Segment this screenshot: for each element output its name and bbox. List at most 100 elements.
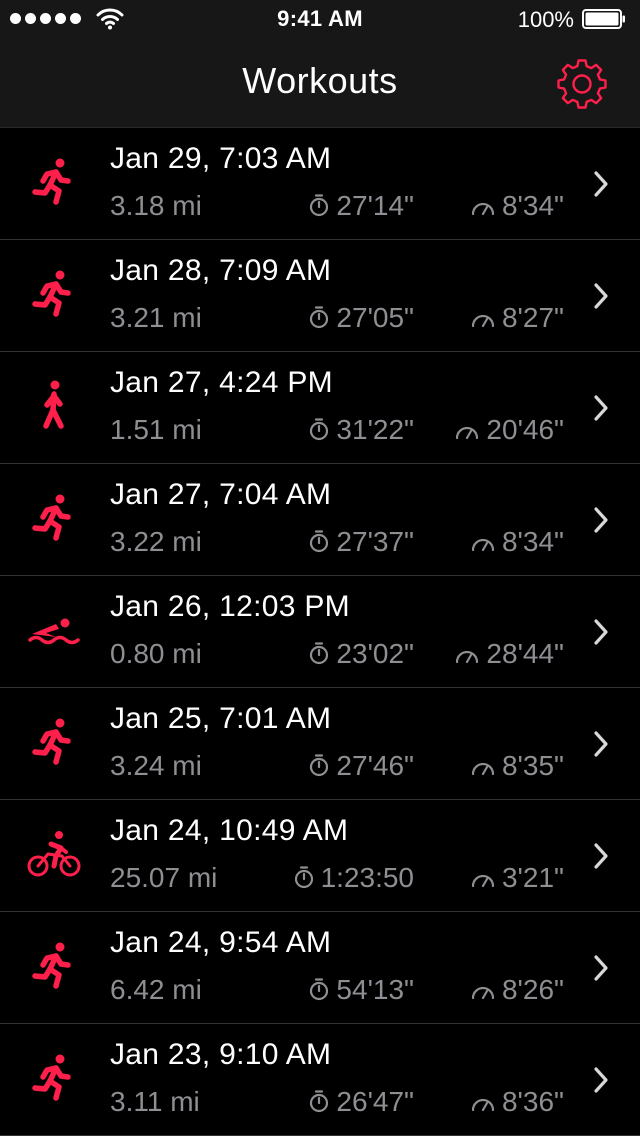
workout-date: Jan 25, 7:01 AM: [110, 702, 332, 735]
workout-pace: 8'26": [420, 974, 564, 1006]
chevron-right-icon: [594, 619, 608, 645]
workout-duration: 54'13": [268, 974, 414, 1006]
speedometer-icon: [471, 986, 495, 1000]
workout-pace: 20'46": [420, 414, 564, 446]
pace-value: 20'46": [486, 414, 564, 445]
duration-value: 1:23:50: [320, 862, 414, 893]
stopwatch-icon: [294, 866, 313, 889]
speedometer-icon: [471, 314, 495, 328]
running-icon: [32, 718, 71, 765]
signal-strength-icon: [10, 13, 81, 24]
pace-value: 8'35": [501, 750, 564, 781]
duration-value: 27'46": [336, 750, 414, 781]
running-icon: [32, 158, 71, 205]
chevron-right-icon: [594, 395, 608, 421]
chevron-right-icon: [594, 955, 608, 981]
chevron-right-icon: [594, 507, 608, 533]
battery-percentage: 100%: [517, 7, 574, 32]
workout-date: Jan 24, 9:54 AM: [110, 926, 332, 959]
stopwatch-icon: [310, 978, 329, 1001]
workout-row[interactable]: Jan 27, 7:04 AM 3.22 mi 27'37" 8'34": [0, 464, 640, 576]
chevron-right-icon: [594, 283, 608, 309]
workout-duration: 27'46": [268, 750, 414, 782]
workout-distance: 25.07 mi: [110, 862, 218, 893]
workout-row[interactable]: Jan 25, 7:01 AM 3.24 mi 27'46" 8'35": [0, 688, 640, 800]
workout-distance: 1.51 mi: [110, 414, 202, 445]
duration-value: 27'05": [336, 302, 414, 333]
workout-date: Jan 27, 7:04 AM: [110, 478, 332, 511]
chevron-right-icon: [594, 731, 608, 757]
stopwatch-icon: [310, 1090, 329, 1113]
speedometer-icon: [471, 1098, 495, 1112]
workout-distance: 3.22 mi: [110, 526, 202, 557]
chevron-right-icon: [594, 843, 608, 869]
speedometer-icon: [471, 202, 495, 216]
pace-value: 28'44": [486, 638, 564, 669]
running-icon: [32, 942, 71, 989]
wifi-icon: [96, 8, 124, 30]
workout-date: Jan 27, 4:24 PM: [110, 366, 333, 399]
workout-row[interactable]: Jan 23, 9:10 AM 3.11 mi 26'47" 8'36": [0, 1024, 640, 1136]
workout-distance: 3.18 mi: [110, 190, 202, 221]
workout-duration: 23'02": [268, 638, 414, 670]
stopwatch-icon: [310, 306, 329, 329]
workout-distance: 3.21 mi: [110, 302, 202, 333]
speedometer-icon: [471, 762, 495, 776]
workout-date: Jan 26, 12:03 PM: [110, 590, 350, 623]
status-time: 9:41 AM: [277, 6, 363, 31]
swimming-icon: [28, 618, 80, 645]
stopwatch-icon: [310, 418, 329, 441]
duration-value: 27'14": [336, 190, 414, 221]
workout-distance: 0.80 mi: [110, 638, 202, 669]
duration-value: 31'22": [336, 414, 414, 445]
pace-value: 3'21": [501, 862, 564, 893]
workout-list: Jan 29, 7:03 AM 3.18 mi 27'14" 8'34" Jan…: [0, 128, 640, 1136]
duration-value: 54'13": [336, 974, 414, 1005]
workout-distance: 3.24 mi: [110, 750, 202, 781]
workout-row[interactable]: Jan 28, 7:09 AM 3.21 mi 27'05" 8'27": [0, 240, 640, 352]
workout-distance: 3.11 mi: [110, 1086, 200, 1117]
stopwatch-icon: [310, 642, 329, 665]
duration-value: 27'37": [336, 526, 414, 557]
workout-duration: 26'47": [268, 1086, 414, 1118]
battery-icon: [582, 9, 625, 29]
workout-row[interactable]: Jan 24, 9:54 AM 6.42 mi 54'13" 8'26": [0, 912, 640, 1024]
speedometer-icon: [471, 538, 495, 552]
workout-distance: 6.42 mi: [110, 974, 202, 1005]
workout-date: Jan 28, 7:09 AM: [110, 254, 332, 287]
pace-value: 8'27": [501, 302, 564, 333]
chevron-right-icon: [594, 1067, 608, 1093]
chevron-right-icon: [594, 171, 608, 197]
stopwatch-icon: [310, 194, 329, 217]
workout-duration: 27'14": [268, 190, 414, 222]
pace-value: 8'34": [501, 190, 564, 221]
workout-duration: 27'37": [268, 526, 414, 558]
duration-value: 26'47": [336, 1086, 414, 1117]
workout-duration: 1:23:50: [268, 862, 414, 894]
workout-pace: 8'34": [420, 526, 564, 558]
cycling-icon: [27, 831, 81, 877]
stopwatch-icon: [310, 754, 329, 777]
workout-row[interactable]: Jan 26, 12:03 PM 0.80 mi 23'02" 28'44": [0, 576, 640, 688]
gear-icon[interactable]: [554, 56, 610, 112]
running-icon: [32, 1054, 71, 1101]
pace-value: 8'34": [501, 526, 564, 557]
workout-duration: 27'05": [268, 302, 414, 334]
workout-row[interactable]: Jan 24, 10:49 AM 25.07 mi 1:23:50 3'21": [0, 800, 640, 912]
page-title: Workouts: [242, 60, 398, 101]
running-icon: [32, 494, 71, 541]
workout-row[interactable]: Jan 29, 7:03 AM 3.18 mi 27'14" 8'34": [0, 128, 640, 240]
walking-icon: [43, 380, 64, 429]
speedometer-icon: [456, 650, 479, 664]
speedometer-icon: [456, 426, 479, 440]
stopwatch-icon: [310, 530, 329, 553]
speedometer-icon: [471, 874, 495, 888]
workout-duration: 31'22": [268, 414, 414, 446]
workout-row[interactable]: Jan 27, 4:24 PM 1.51 mi 31'22" 20'46": [0, 352, 640, 464]
workout-pace: 8'27": [420, 302, 564, 334]
workout-pace: 3'21": [420, 862, 564, 894]
running-icon: [32, 270, 71, 317]
workout-pace: 8'36": [420, 1086, 564, 1118]
workout-date: Jan 23, 9:10 AM: [110, 1038, 332, 1071]
navigation-bar: Workouts: [0, 40, 640, 128]
